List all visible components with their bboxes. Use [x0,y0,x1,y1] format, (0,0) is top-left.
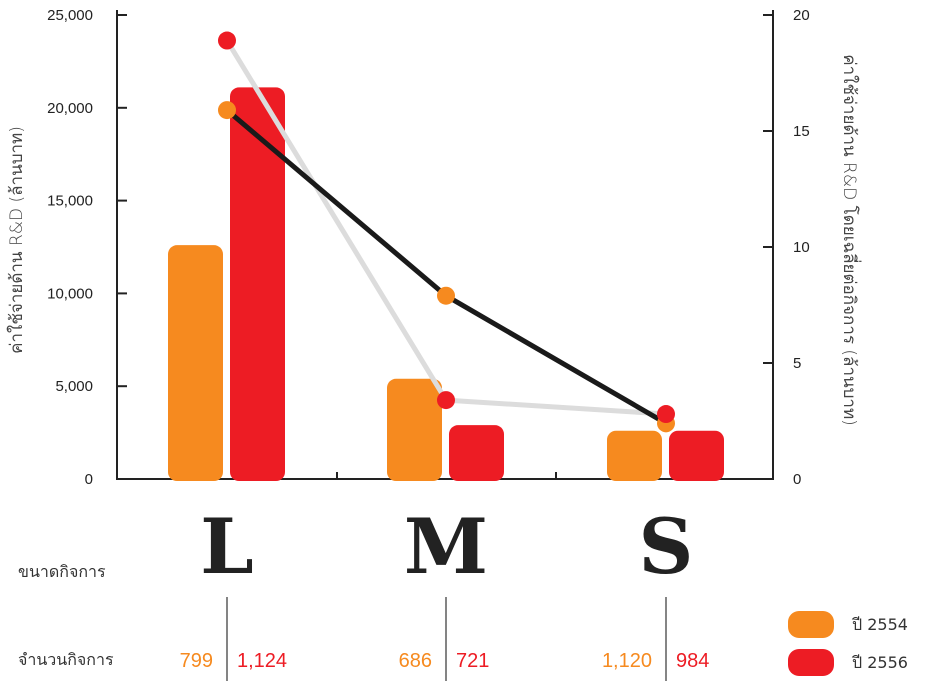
point-2556-L [218,31,236,50]
line-2554 [225,108,668,426]
axes [116,10,774,480]
right-tick-label: 0 [793,471,801,488]
left-axis-ticks: 0 5,000 10,000 15,000 20,000 25,000 [47,7,127,488]
left-tick-label: 0 [85,471,93,488]
count-row-label: จำนวนกิจการ [18,650,114,669]
right-tick-label: 5 [793,355,801,372]
right-tick-label: 20 [793,7,810,24]
legend-swatch-2556 [788,649,834,676]
point-2554-L [218,101,236,120]
bar-2556-S [669,430,724,481]
left-axis-title: ค่าใช้จ่ายด้าน R&D (ล้านบาท) [6,126,27,354]
right-tick-label: 10 [793,239,810,256]
count-2554-S: 1,120 [602,650,652,672]
bar-2556-M [449,425,504,481]
legend-label-2554: ปี 2554 [852,615,908,634]
lines [218,31,675,433]
count-2556-M: 721 [456,650,489,672]
bars [168,87,724,481]
bar-2554-L [168,245,223,481]
legend-label-2556: ปี 2556 [852,653,908,672]
bar-2554-M [387,378,442,481]
count-2554-L: 799 [180,650,213,672]
size-label-S: S [639,502,694,591]
size-label-L: L [200,502,253,591]
count-2554-M: 686 [399,650,432,672]
point-2556-M [437,391,455,410]
left-tick-label: 10,000 [47,285,93,302]
point-2554-M [437,286,455,305]
left-tick-label: 20,000 [47,100,93,117]
bar-2556-L [230,87,285,481]
bar-2554-S [607,430,662,481]
x-axis-title: ขนาดกิจการ [18,562,106,581]
legend-swatch-2554 [788,611,834,638]
line-2556 [224,39,667,417]
count-2556-L: 1,124 [237,650,287,672]
size-label-M: M [404,502,488,591]
count-row: 799 1,124 686 721 1,120 984 [180,597,709,681]
legend: ปี 2554 ปี 2556 [788,611,908,676]
right-axis-title: ค่าใช้จ่ายด้าน R&D โดยเฉลี่ยต่อกิจการ (ล… [839,54,862,426]
left-tick-label: 25,000 [47,7,93,24]
right-axis-ticks: 0 5 10 15 20 [763,7,810,488]
left-tick-label: 5,000 [55,378,93,395]
point-2556-S [657,405,675,424]
right-tick-label: 15 [793,123,810,140]
left-tick-label: 15,000 [47,193,93,210]
count-2556-S: 984 [676,650,709,672]
